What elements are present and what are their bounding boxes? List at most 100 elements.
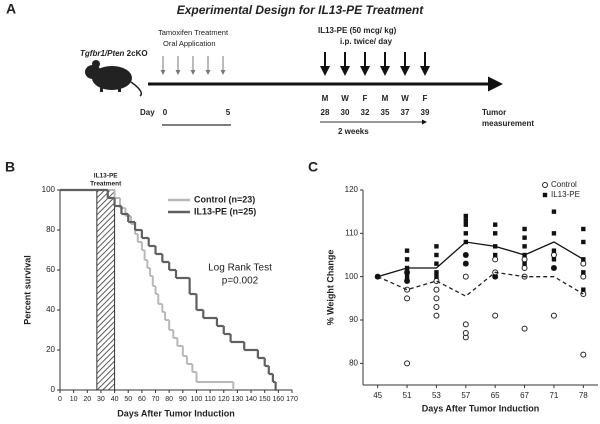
data-point [522,244,527,249]
data-point [463,218,469,223]
x-tick-label: 50 [124,396,132,403]
data-point [522,235,527,240]
y-tick-label: 100 [345,272,359,281]
data-point [551,209,557,214]
data-point [521,256,528,263]
x-tick-label: 70 [152,396,160,403]
il13-label: IL13-PE (50 mcg/ kg) [318,26,397,35]
data-point [375,274,380,279]
legend-label: Control (n=23) [194,194,255,204]
annotation: Log Rank Test [208,263,272,274]
x-tick-label: 160 [273,396,285,403]
data-point [404,278,410,284]
data-point [404,274,410,279]
mean-line [377,271,584,297]
y-tick-label: 110 [345,228,358,237]
data-point [521,265,528,271]
legend-label: IL13-PE [551,190,580,199]
data-point [463,252,469,258]
data-point [434,274,439,279]
x-tick-label: 67 [520,391,529,400]
panel-letter: C [308,159,318,175]
data-point [581,287,586,292]
y-tick-label: 120 [345,185,359,194]
data-point [581,270,586,275]
panel-a: A Experimental Design for IL13-PE Treatm… [6,1,534,136]
x-tick-label: 30 [97,396,105,403]
day: 5 [226,108,231,117]
weekday: F [363,94,368,103]
x-tick-label: 170 [286,396,298,403]
data-point [492,222,498,227]
data-point [434,261,439,266]
data-point [580,351,587,358]
weekday: F [423,94,428,103]
data-point [463,222,469,227]
data-point [551,257,557,262]
data-point [492,256,499,263]
data-point [404,286,411,293]
tamoxifen-label: Oral Application [163,39,216,48]
x-tick-label: 65 [491,391,500,400]
legend-label: IL13-PE (n=25) [194,206,256,216]
legend-marker [542,182,548,188]
data-point [551,231,557,236]
x-tick-label: 90 [179,396,187,403]
day: 30 [341,108,350,117]
weekday: M [322,94,329,103]
data-point [433,312,440,319]
y-axis-label: % Weight Change [325,250,335,326]
tumor-label: measurement [482,119,534,128]
x-tick-label: 110 [205,396,216,403]
y-tick-label: 0 [51,385,56,394]
x-tick-label: 80 [165,396,173,403]
data-point [404,360,411,367]
data-point [462,330,469,336]
legend-label: Control [551,180,577,189]
data-point [551,265,557,271]
data-point [463,213,469,219]
x-tick-label: 53 [432,391,441,400]
x-tick-label: 120 [218,396,230,403]
day: 32 [361,108,370,117]
il13-label: i.p. twice/ day [340,37,393,46]
data-point [550,312,557,319]
data-point [404,295,411,302]
data-point [522,261,527,266]
data-point [404,248,410,253]
tumor-label: Tumor [482,108,506,117]
x-axis-label: Days After Tumor Induction [422,403,540,413]
data-point [522,226,527,232]
x-axis-label: Days After Tumor Induction [117,408,235,418]
data-point [550,252,557,258]
data-point [521,325,528,332]
weekday: M [382,94,389,103]
treatment-label: IL13-PE [94,173,119,180]
y-axis-label: Percent survival [22,255,32,325]
day: 37 [401,108,410,117]
day: 35 [381,108,390,117]
two-weeks-label: 2 weeks [338,127,369,136]
x-tick-label: 10 [70,396,78,403]
x-tick-label: 60 [138,396,146,403]
data-point [434,270,439,275]
weekday: W [401,94,409,103]
day: 0 [163,108,168,117]
data-point [404,270,410,275]
x-tick-label: 45 [373,391,382,400]
data-point [404,257,410,262]
weekday: W [341,94,349,103]
y-tick-label: 60 [46,265,55,274]
day: 28 [321,108,330,117]
annotation: p=0.002 [222,276,259,287]
data-point [492,231,498,236]
mouse-label-italic: Tgfbr1/Pten [80,49,125,58]
day: 39 [421,108,430,117]
x-tick-label: 40 [111,396,119,403]
data-point [463,261,469,266]
data-point [434,252,439,258]
data-point [492,252,498,258]
data-point [433,286,440,293]
data-point [462,273,469,280]
